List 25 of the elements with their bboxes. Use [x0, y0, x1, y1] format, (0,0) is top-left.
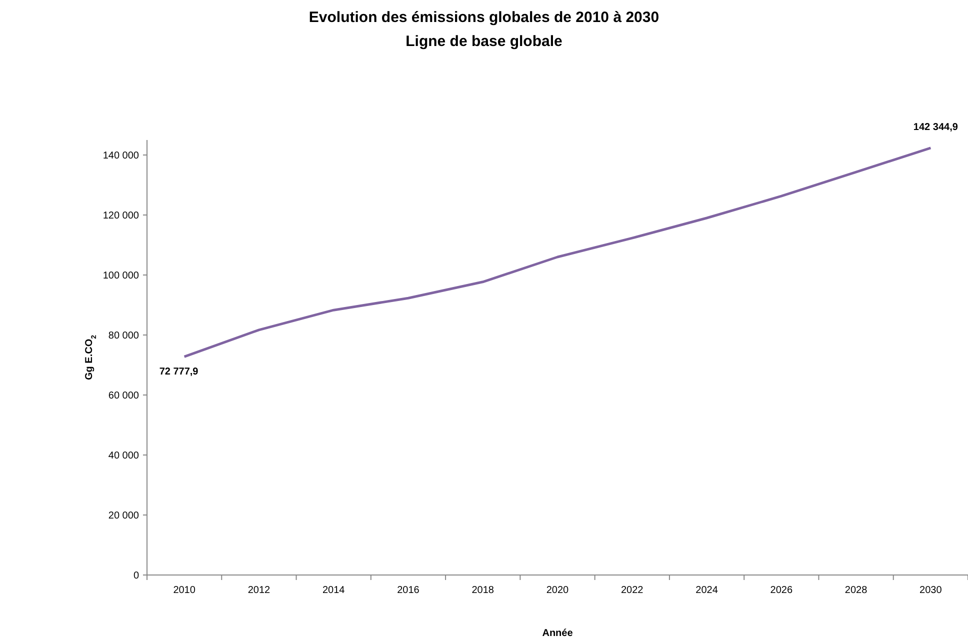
x-tick-label: 2026 [770, 585, 793, 596]
x-tick-label: 2016 [397, 585, 420, 596]
chart-title: Evolution des émissions globales de 2010 à 2030 [308, 9, 660, 26]
line-series [183, 146, 932, 358]
y-tick-label: 80 000 [108, 330, 140, 342]
y-tick-label: 100 000 [102, 270, 140, 282]
x-tick-label: 2028 [844, 585, 868, 596]
data-label: 72 777,9 [159, 366, 199, 378]
y-tick-label: 140 000 [102, 150, 140, 162]
x-tick-label: 2024 [696, 585, 718, 596]
x-tick-label: 2014 [322, 585, 346, 596]
y-tick-label: 120 000 [102, 210, 140, 222]
chart-subtitle: Ligne de base globale [406, 33, 562, 50]
x-tick-label: 2010 [173, 585, 196, 596]
y-tick-label: 40 000 [108, 450, 140, 462]
x-tick-label: 2018 [472, 585, 494, 596]
y-tick-label: 20 000 [108, 510, 140, 522]
x-axis-title: Année [542, 628, 574, 639]
x-tick-label: 2012 [248, 585, 271, 596]
x-tick-label: 2022 [621, 585, 644, 596]
x-tick-label: 2030 [920, 585, 942, 596]
y-tick-label: 0 [133, 570, 140, 582]
data-label: 142 344,9 [913, 122, 958, 133]
x-tick-label: 2020 [546, 585, 570, 596]
y-tick-label: 60 000 [108, 390, 140, 402]
